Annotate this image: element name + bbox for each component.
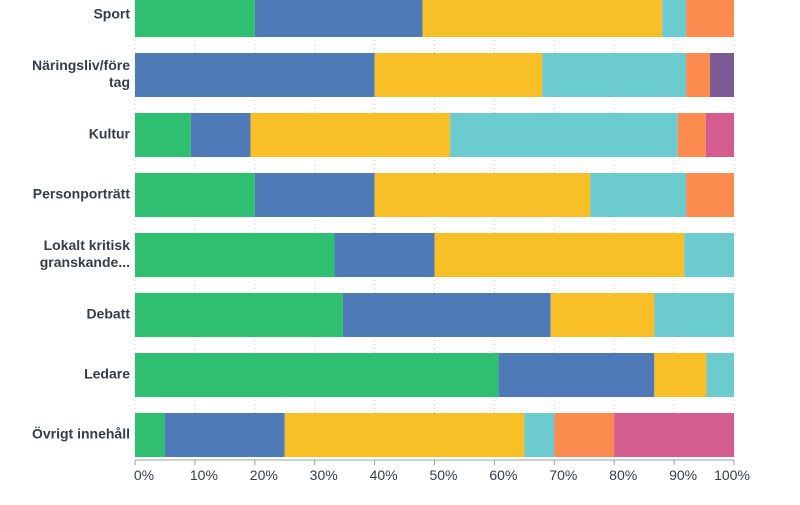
bar-segment xyxy=(374,53,543,97)
x-tick-label: 100% xyxy=(714,467,750,483)
bar-segment xyxy=(654,353,707,397)
category-label: tag xyxy=(109,74,130,90)
bar-segment xyxy=(614,413,734,457)
x-tick-label: 50% xyxy=(429,467,457,483)
bar-segment xyxy=(450,113,678,157)
bar-segment xyxy=(342,293,551,337)
bar-segment xyxy=(662,0,687,37)
bar-segment xyxy=(190,113,251,157)
bar-segment xyxy=(254,0,423,37)
category-label: granskande... xyxy=(40,254,130,270)
bar-segment xyxy=(590,173,687,217)
bar-segment xyxy=(686,53,711,97)
bar-segment xyxy=(686,0,734,37)
bar-segment xyxy=(135,293,343,337)
bar-segment xyxy=(135,113,191,157)
x-tick-label: 30% xyxy=(310,467,338,483)
bar-segment xyxy=(135,0,255,37)
bar-segment xyxy=(254,173,375,217)
bar-segment xyxy=(284,413,525,457)
bar-segment xyxy=(434,233,685,277)
bar-segment xyxy=(135,173,255,217)
x-tick-label: 90% xyxy=(669,467,697,483)
bar-segment xyxy=(135,353,499,397)
category-label: Övrigt innehåll xyxy=(32,426,130,442)
bar-segment xyxy=(498,353,655,397)
category-label: Kultur xyxy=(89,126,131,142)
bar-segment xyxy=(686,173,734,217)
bar-segment xyxy=(706,353,734,397)
x-tick-label: 0% xyxy=(134,467,154,483)
bar-segment xyxy=(705,113,734,157)
bar-segment xyxy=(164,413,285,457)
category-label: Personporträtt xyxy=(33,186,131,202)
bar-segment xyxy=(677,113,706,157)
x-tick-label: 70% xyxy=(549,467,577,483)
bar-segment xyxy=(250,113,451,157)
bar-segment xyxy=(374,173,591,217)
bar-segment xyxy=(135,413,165,457)
bar-segment xyxy=(684,233,734,277)
bar-segment xyxy=(542,53,687,97)
x-tick-label: 10% xyxy=(190,467,218,483)
bar-segment xyxy=(710,53,734,97)
bar-segment xyxy=(550,293,655,337)
category-label: Ledare xyxy=(84,366,130,382)
x-tick-label: 80% xyxy=(609,467,637,483)
category-label: Sport xyxy=(93,6,130,22)
bar-segment xyxy=(135,233,335,277)
category-label: Lokalt kritisk xyxy=(44,237,131,253)
x-tick-label: 60% xyxy=(489,467,517,483)
bar-segment xyxy=(422,0,663,37)
bar-segment xyxy=(654,293,734,337)
category-label: Debatt xyxy=(86,306,130,322)
x-tick-label: 40% xyxy=(370,467,398,483)
bar-segment xyxy=(135,53,375,97)
bar-segment xyxy=(554,413,615,457)
x-tick-label: 20% xyxy=(250,467,278,483)
category-label: Näringsliv/före xyxy=(32,57,130,73)
bar-segment xyxy=(334,233,435,277)
bar-segment xyxy=(524,413,555,457)
